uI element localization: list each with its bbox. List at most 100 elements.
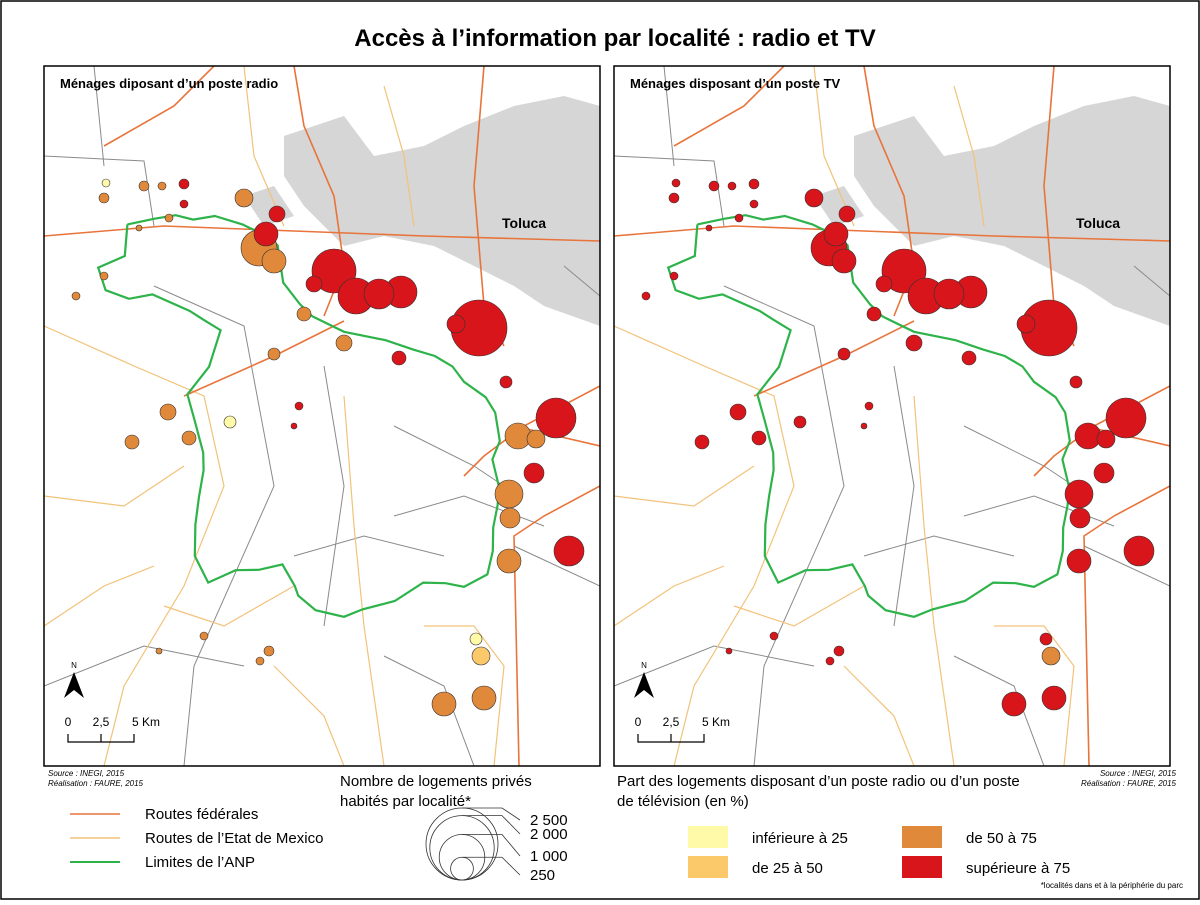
urban-area [854, 96, 1170, 326]
locality-circle [363, 278, 395, 310]
locality-circle [181, 430, 197, 446]
size-legend-leader [462, 807, 521, 821]
state-road [913, 395, 955, 766]
locality-circle [157, 181, 167, 191]
north-label: N [641, 661, 647, 670]
municipal-boundary [614, 155, 725, 227]
state-road [953, 85, 985, 227]
locality-circle [866, 306, 882, 322]
locality-circle [749, 199, 759, 209]
locality-circle [164, 213, 174, 223]
locality-circle [1069, 507, 1091, 529]
municipal-boundary [1133, 265, 1170, 297]
locality-circle [523, 462, 545, 484]
locality-circle [71, 291, 81, 301]
locality-circle [535, 397, 577, 439]
anp-limit [666, 214, 1071, 618]
locality-circle [641, 291, 651, 301]
state-road [614, 325, 795, 766]
locality-circle [504, 422, 532, 450]
locality-circle [391, 350, 407, 366]
municipal-boundary [863, 535, 1015, 557]
locality-circle [499, 507, 521, 529]
source-text: Réalisation : FAURE, 2015 [48, 779, 144, 788]
locality-circle [294, 401, 304, 411]
scale-label: 0 [635, 715, 642, 729]
city-label: Toluca [1076, 215, 1120, 231]
state-road [383, 85, 415, 227]
state-road [44, 465, 185, 507]
locality-circle [253, 221, 279, 247]
municipal-boundary [723, 285, 845, 766]
legend-line-label: Routes fédérales [145, 806, 258, 823]
locality-circle [305, 275, 323, 293]
municipal-boundary [563, 265, 600, 297]
locality-circle [727, 181, 737, 191]
locality-circle [469, 632, 483, 646]
page-title: Accès à l’information par localité : rad… [354, 25, 875, 52]
map-panel: Ménages diposant d’un poste radio Toluca N… [43, 65, 601, 767]
locality-circle [875, 275, 893, 293]
locality-circle [1105, 397, 1147, 439]
federal-road [513, 485, 600, 766]
legend-line-label: Limites de l’ANP [145, 854, 255, 871]
color-legend-label: supérieure à 75 [966, 860, 1070, 877]
municipal-boundary [1083, 545, 1170, 587]
locality-circle [499, 375, 513, 389]
north-label: N [71, 661, 77, 670]
locality-circle [234, 188, 254, 208]
municipal-boundary [953, 655, 1045, 766]
locality-circle [748, 178, 760, 190]
state-road [424, 625, 505, 766]
map-title: Ménages diposant d’un poste radio [60, 76, 278, 91]
locality-circle [290, 422, 298, 430]
locality-circle [793, 415, 807, 429]
locality-circle [335, 334, 353, 352]
scale-label: 5 Km [132, 715, 160, 729]
locality-circle [751, 430, 767, 446]
locality-circle [1041, 685, 1067, 711]
color-swatch [902, 856, 942, 878]
locality-circle [1096, 429, 1116, 449]
municipal-boundary [383, 655, 475, 766]
municipal-boundary [323, 365, 345, 627]
state-road [44, 325, 225, 766]
locality-circle [99, 271, 109, 281]
color-legend-title: de télévision (en %) [617, 793, 749, 810]
state-road [994, 625, 1075, 766]
color-legend-label: inférieure à 25 [752, 830, 848, 847]
size-legend-label: 1 000 [530, 848, 568, 865]
locality-circle [431, 691, 457, 717]
municipal-boundary [153, 285, 275, 766]
municipal-boundary [513, 545, 600, 587]
locality-circle [705, 224, 713, 232]
color-swatch [902, 826, 942, 848]
locality-circle [124, 434, 140, 450]
municipal-boundary [44, 645, 245, 687]
locality-circle [669, 271, 679, 281]
locality-circle [708, 180, 720, 192]
locality-circle [804, 188, 824, 208]
locality-circle [471, 646, 491, 666]
state-road [273, 665, 345, 766]
locality-circle [668, 192, 680, 204]
municipal-boundary [893, 365, 915, 627]
locality-circle [1074, 422, 1102, 450]
color-swatch [688, 856, 728, 878]
locality-circle [255, 656, 265, 666]
city-label: Toluca [502, 215, 546, 231]
color-legend-title: Part des logements disposant d’un poste … [617, 773, 1020, 790]
locality-circle [833, 645, 845, 657]
locality-circle [223, 415, 237, 429]
federal-road [44, 225, 600, 242]
scale-label: 0 [65, 715, 72, 729]
locality-circle [694, 434, 710, 450]
locality-circle [494, 479, 524, 509]
north-arrow [64, 672, 84, 698]
state-road [243, 66, 285, 227]
state-road [614, 565, 725, 627]
locality-circle [1041, 646, 1061, 666]
locality-circle [496, 548, 522, 574]
locality-circle [268, 205, 286, 223]
locality-circle [905, 334, 923, 352]
